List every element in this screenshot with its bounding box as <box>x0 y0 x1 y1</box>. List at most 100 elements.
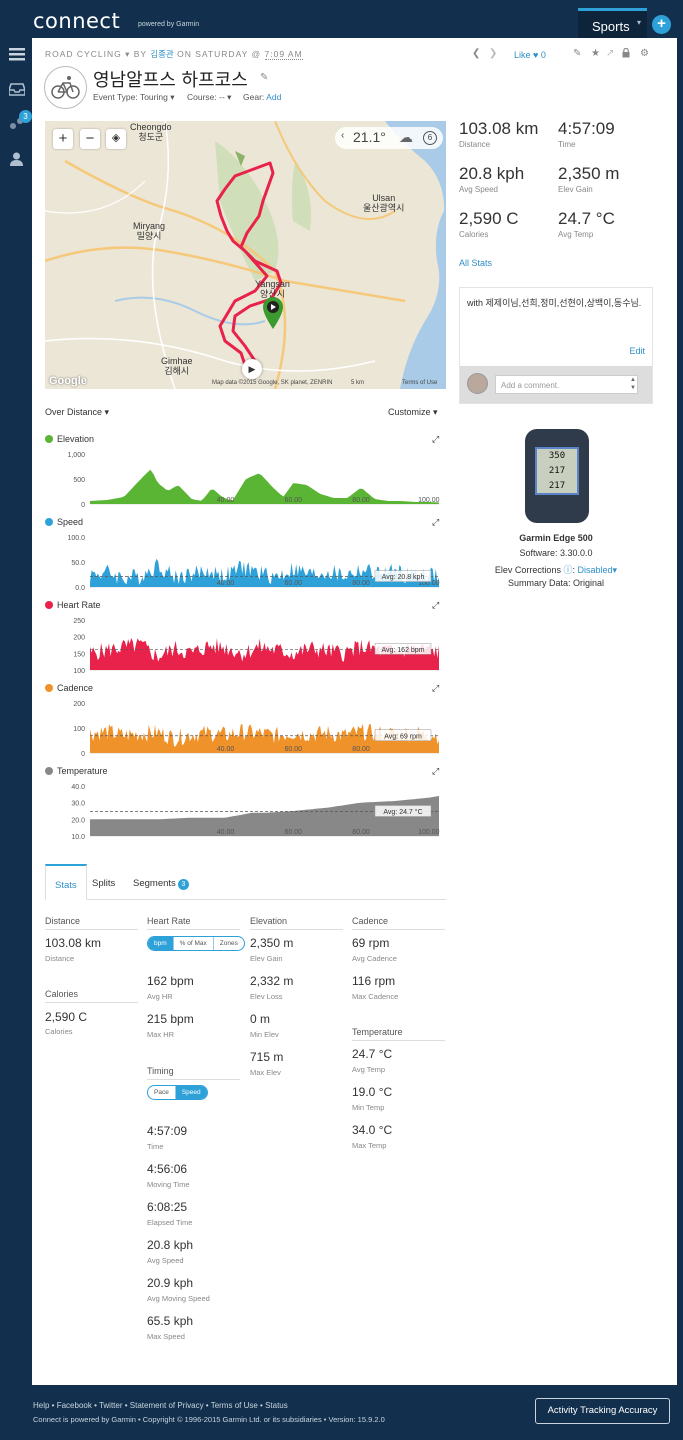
legend-dot <box>45 767 53 775</box>
y-tick-label: 250 <box>73 618 85 625</box>
sports-tab[interactable]: Sports <box>578 8 647 38</box>
activity-breadcrumb: ROAD CYCLING ▾ BY 김종관 ON SATURDAY @ 7:09… <box>45 48 303 60</box>
footer-link[interactable]: Terms of Use <box>210 1401 258 1410</box>
next-icon[interactable]: ❯ <box>489 48 498 59</box>
expand-icon[interactable]: ⤢ <box>432 434 440 444</box>
heart-rate-heading: Heart Rate <box>147 916 240 930</box>
layers-icon[interactable]: ◈ <box>106 129 126 149</box>
expand-icon[interactable]: ⤢ <box>432 600 440 610</box>
zoom-in-button[interactable]: + <box>53 129 73 149</box>
map-attribution: Map data ©2015 Google, SK planet, ZENRIN <box>212 380 333 386</box>
activity-note: with 제제이님,선희,정미,선현이,상백이,동수님. <box>467 298 642 308</box>
inbox-icon[interactable] <box>8 83 26 101</box>
all-stats-link[interactable]: All Stats <box>459 258 493 268</box>
stat-value: 24.7 °C <box>558 209 615 228</box>
y-tick-label: 100 <box>73 726 85 733</box>
elevation-heading: Elevation <box>250 916 343 930</box>
help-icon[interactable]: ⓘ <box>563 565 573 575</box>
previous-icon[interactable]: ❮ <box>472 48 481 59</box>
legend-dot <box>45 684 53 692</box>
notification-badge[interactable]: 3 <box>19 110 32 123</box>
map-terms-link[interactable]: Terms of Use <box>402 380 438 386</box>
footer-link[interactable]: Facebook <box>56 1401 92 1410</box>
pencil-icon[interactable]: ✎ <box>260 72 269 83</box>
user-icon[interactable] <box>9 152 24 171</box>
stats-tabs: Stats Splits Segments 3 <box>45 864 446 900</box>
toggle-speed[interactable]: Speed <box>175 1086 207 1099</box>
event-type-value[interactable]: Touring <box>139 92 168 102</box>
toggle-percent-max[interactable]: % of Max <box>174 937 214 950</box>
stat-label: Distance <box>459 140 491 149</box>
activity-owner-link[interactable]: 김종관 <box>150 49 174 59</box>
y-tick-label: 200 <box>73 635 85 642</box>
tab-splits[interactable]: Splits <box>92 878 116 889</box>
gear-field: Gear: Add <box>243 92 281 102</box>
comment-scroll-arrows[interactable]: ▲ ▼ <box>630 377 636 391</box>
event-type-selector[interactable]: Event Type: Touring ▾ <box>93 92 175 102</box>
toggle-bpm[interactable]: bpm <box>148 937 174 950</box>
toggle-zones[interactable]: Zones <box>219 940 238 947</box>
like-count: 0 <box>540 50 546 60</box>
elev-stat-value: 0 m <box>250 1012 271 1026</box>
chart-title-elevation: Elevation <box>45 434 94 444</box>
over-distance-label: Over Distance <box>45 407 103 417</box>
toggle-pace[interactable]: Pace <box>148 1086 176 1099</box>
chevron-down-icon[interactable]: ▾ <box>125 49 134 59</box>
x-tick-label: 40.00 <box>217 829 235 836</box>
zoom-out-button[interactable]: − <box>80 129 100 149</box>
temp-stat-label: Max Temp <box>352 1141 387 1150</box>
hr-stat-label: Max HR <box>147 1030 175 1039</box>
footer-separator: • <box>257 1401 266 1410</box>
like-button[interactable]: Like ♥ 0 <box>514 50 546 60</box>
comment-input[interactable]: Add a comment. <box>495 375 638 394</box>
weather-temperature: 21.1° <box>353 129 386 145</box>
over-distance-dropdown[interactable]: Over Distance ▾ <box>45 407 110 417</box>
footer-link[interactable]: Help <box>33 1401 50 1410</box>
logo-subtitle: powered by Garmin <box>138 21 200 28</box>
summary-distance: 103.08 km Distance <box>459 119 538 149</box>
average-label-bg <box>374 805 432 817</box>
play-icon[interactable]: ▶ <box>242 359 262 379</box>
cycling-activity-icon <box>44 66 87 109</box>
star-icon[interactable]: ★ <box>591 48 600 59</box>
chart-title-text: Cadence <box>57 683 94 693</box>
expand-icon[interactable]: ⤢ <box>432 766 440 776</box>
y-tick-label: 40.0 <box>71 784 85 791</box>
customize-dropdown[interactable]: Customize ▾ <box>388 407 438 417</box>
menu-icon[interactable] <box>9 47 25 66</box>
add-gear-link[interactable]: Add <box>266 92 282 102</box>
expand-icon[interactable]: ⤢ <box>432 517 440 527</box>
chevron-left-icon[interactable]: ‹ <box>341 130 345 141</box>
tab-stats[interactable]: Stats <box>45 864 87 900</box>
x-tick-label: 80.00 <box>352 746 370 753</box>
footer-link[interactable]: Twitter <box>98 1401 123 1410</box>
map-canvas <box>45 121 446 389</box>
footer-link[interactable]: Statement of Privacy <box>129 1401 204 1410</box>
x-tick-label: 100.00 <box>418 829 440 836</box>
share-icon[interactable]: ↗ <box>606 48 615 59</box>
connect-logo[interactable]: connect <box>33 9 121 33</box>
activity-title[interactable]: 영남알프스 하프코스 <box>93 70 248 91</box>
activity-tracking-accuracy-button[interactable]: Activity Tracking Accuracy <box>535 1398 670 1424</box>
course-value[interactable]: -- <box>219 92 225 102</box>
elev-corrections-value[interactable]: Disabled <box>577 565 613 575</box>
tab-segments[interactable]: Segments 3 <box>124 864 198 900</box>
start-marker-icon[interactable] <box>261 296 285 335</box>
activity-type[interactable]: ROAD CYCLING <box>45 49 122 59</box>
footer-link[interactable]: Status <box>265 1401 288 1410</box>
weather-widget[interactable]: ‹ 21.1° ☁ 6 <box>335 127 443 149</box>
chevron-down-icon[interactable]: ▾ <box>637 18 642 27</box>
lock-icon[interactable] <box>622 47 630 61</box>
chevron-down-icon[interactable]: ▾ <box>612 565 618 575</box>
comment-bar: Add a comment. ▲ ▼ <box>460 366 652 403</box>
gear-icon[interactable]: ⚙ <box>640 48 649 59</box>
x-tick-label: 60.00 <box>285 746 303 753</box>
activity-map[interactable]: + − ◈ ‹ 21.1° ☁ 6 Cheongdo 청도군 Miryang 밀양시… <box>45 121 446 389</box>
series-area <box>90 558 439 587</box>
add-icon[interactable]: + <box>652 15 671 34</box>
edit-icon[interactable]: ✎ <box>573 48 582 59</box>
expand-icon[interactable]: ⤢ <box>432 683 440 693</box>
edit-note-link[interactable]: Edit <box>629 346 645 356</box>
course-selector[interactable]: Course: -- ▾ <box>187 92 232 102</box>
elev-stat-value: 2,350 m <box>250 936 294 950</box>
